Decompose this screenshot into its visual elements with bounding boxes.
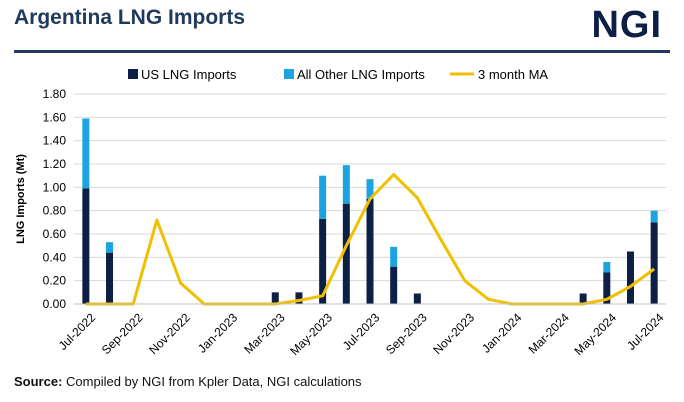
y-tick-label: 0.60 [43,227,67,241]
bar-us [82,188,90,304]
axes: 0.00 0.20 0.40 0.60 0.80 1.00 1.20 1.40 1.60 1.80… [15,87,667,358]
y-tick-label: 0.20 [43,274,67,288]
bar-other [366,179,374,199]
y-tick-label: 1.80 [43,87,67,101]
x-tick-label: Mar-2023 [241,310,287,356]
x-tick-label: Nov-2022 [146,310,193,357]
bar-us [271,292,279,304]
y-tick-label: 1.60 [43,110,67,124]
bar-us [342,203,350,304]
bar-us [413,293,421,304]
y-tick-label: 1.20 [43,157,67,171]
y-tick-label: 0.80 [43,204,67,218]
x-tick-label: Mar-2024 [526,310,572,356]
x-tick-label: Sep-2023 [383,310,430,357]
source-label: Source: [14,374,63,389]
x-tick-label: Nov-2023 [430,310,477,357]
bar-other [650,210,658,223]
y-tick-label: 1.40 [43,134,67,148]
y-tick-label: 1.00 [43,180,67,194]
legend: US LNG Imports All Other LNG Imports 3 mon… [128,67,548,82]
source-note: Source: Compiled by NGI from Kpler Data,… [14,374,362,389]
bar-other [390,246,398,267]
chart-area: US LNG Imports All Other LNG Imports 3 mon… [15,67,667,358]
x-tick-label: Jan-2023 [195,310,241,356]
x-tick-label: Jan-2024 [479,310,525,356]
bar-us [106,252,114,304]
bar-us [390,266,398,304]
bar-us [295,292,303,304]
bar-us [366,199,374,304]
bar-us [626,251,634,304]
x-tick-label: Jul-2023 [340,310,383,353]
legend-other-label: All Other LNG Imports [297,67,425,82]
bar-us [319,218,327,304]
bar-us [579,293,587,304]
x-tick-label: Jul-2024 [624,310,667,353]
x-tick-label: Jul-2022 [56,310,99,353]
legend-other-swatch [284,69,294,79]
y-tick-label: 0.00 [43,297,67,311]
chart-title: Argentina LNG Imports [14,6,246,29]
bar-other [106,242,114,253]
source-text: Compiled by NGI from Kpler Data, NGI cal… [66,374,362,389]
bar-us [603,272,611,304]
x-tick-label: Sep-2022 [99,310,146,357]
bar-other [603,262,611,273]
bar-other [342,165,350,204]
legend-ma-label: 3 month MA [478,67,548,82]
bar-other [82,118,90,189]
bar-us [650,222,658,304]
x-tick-label: May-2024 [572,310,620,358]
bar-other [319,175,327,219]
bars [82,118,658,304]
legend-us-label: US LNG Imports [141,67,237,82]
ngi-logo: NGI [591,4,662,46]
y-tick-label: 0.40 [43,250,67,264]
x-tick-label: May-2023 [287,310,335,358]
y-axis-label: LNG Imports (Mt) [15,154,27,244]
legend-us-swatch [128,69,138,79]
title-divider [14,50,670,53]
